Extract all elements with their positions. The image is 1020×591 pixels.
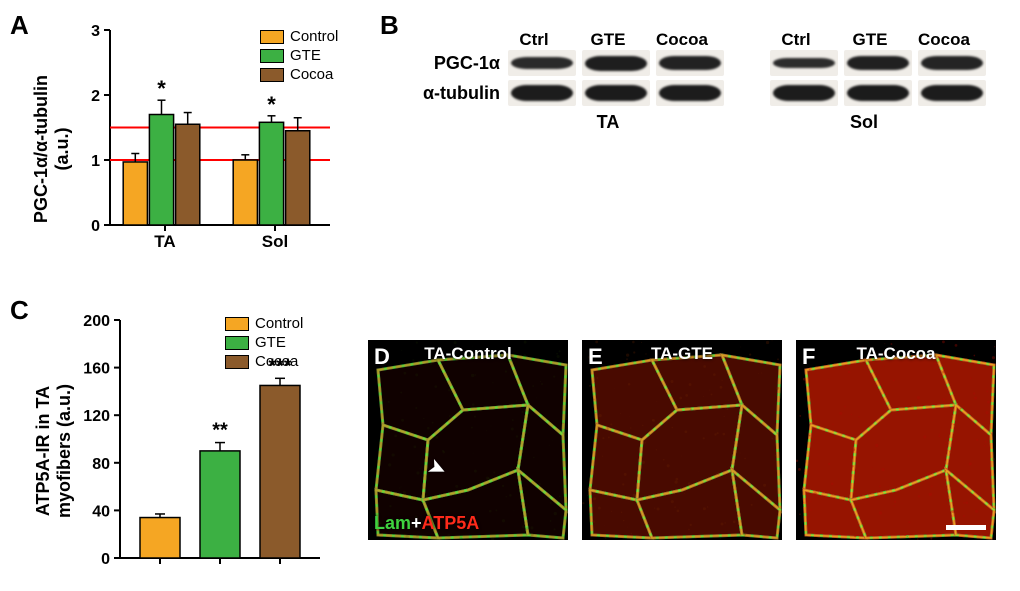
scale-bar [946, 525, 986, 530]
panel-d-title: TA-Control [368, 344, 568, 364]
panel-e-title: TA-GTE [582, 344, 782, 364]
panel-c-legend: ControlGTECocoa [225, 315, 303, 372]
svg-text:120: 120 [83, 408, 110, 425]
svg-text:40: 40 [92, 503, 110, 520]
panel-a-legend: ControlGTECocoa [260, 28, 338, 85]
svg-text:**: ** [212, 420, 228, 442]
stain-label: Lam+ATP5A [374, 513, 479, 534]
panel-f-title: TA-Cocoa [796, 344, 996, 364]
panel-e-micrograph: ETA-GTE [582, 340, 782, 540]
svg-text:Sol: Sol [262, 232, 288, 251]
svg-text:160: 160 [83, 361, 110, 378]
panel-b-letter: B [380, 10, 399, 41]
svg-text:TA: TA [154, 232, 175, 251]
panel-d-letter: D [374, 344, 390, 370]
panel-c-chart: ATP5A-IR in TAmyofibers (a.u.)0408012016… [40, 310, 330, 570]
svg-text:*: * [267, 92, 276, 117]
panel-f-letter: F [802, 344, 815, 370]
svg-text:1: 1 [91, 153, 100, 170]
svg-text:*: * [157, 76, 166, 101]
panel-e-letter: E [588, 344, 603, 370]
panel-f-micrograph: FTA-Cocoa [796, 340, 996, 540]
svg-text:0: 0 [91, 218, 100, 235]
panel-d-micrograph: DTA-ControlLam+ATP5A➤ [368, 340, 568, 540]
svg-text:3: 3 [91, 23, 100, 40]
svg-text:200: 200 [83, 313, 110, 330]
figure-root: A PGC-1α/α-tubulin(a.u.)0123*TA*SolContr… [10, 10, 1010, 581]
panel-a-chart: PGC-1α/α-tubulin(a.u.)0123*TA*SolControl… [40, 20, 340, 255]
panel-c-letter: C [10, 295, 29, 326]
svg-text:0: 0 [101, 551, 110, 568]
panel-b-blot: CtrlGTECocoaCtrlGTECocoaPGC-1α [410, 30, 1000, 133]
panel-a-letter: A [10, 10, 29, 41]
svg-text:80: 80 [92, 456, 110, 473]
svg-text:2: 2 [91, 88, 100, 105]
